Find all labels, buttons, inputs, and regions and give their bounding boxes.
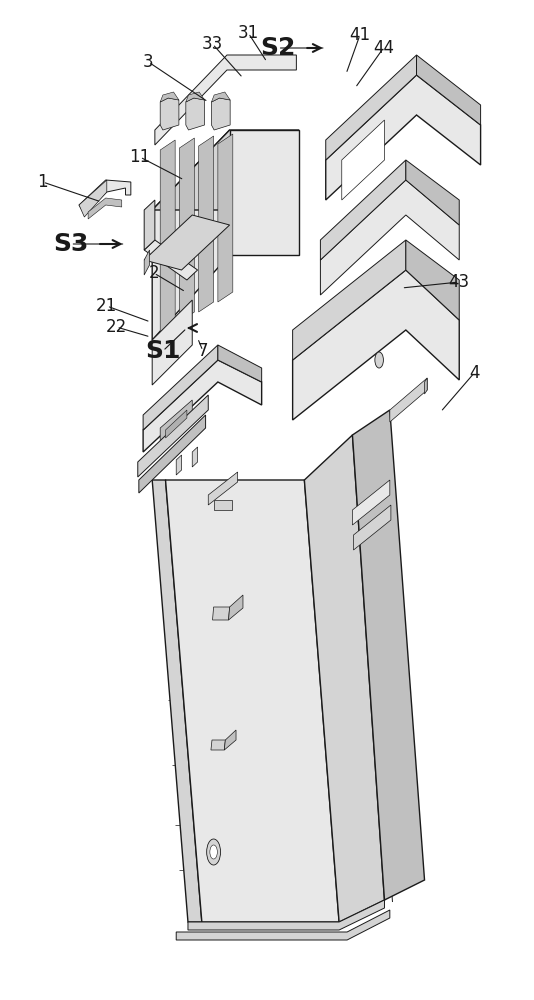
Text: 43: 43 [449,273,470,291]
Polygon shape [208,472,238,505]
Text: 41: 41 [349,26,371,44]
Polygon shape [144,215,230,270]
Polygon shape [406,160,459,225]
Polygon shape [352,480,390,525]
Circle shape [207,839,221,865]
Text: S1: S1 [145,339,180,363]
Polygon shape [160,140,175,332]
Text: 31: 31 [238,24,259,42]
Polygon shape [390,378,427,422]
Text: 11: 11 [129,148,151,166]
Text: S2: S2 [260,36,295,60]
Text: 4: 4 [469,364,480,382]
Polygon shape [160,92,179,102]
Circle shape [210,845,217,859]
Polygon shape [152,130,299,210]
Polygon shape [79,180,131,214]
Polygon shape [179,138,194,322]
Polygon shape [320,160,406,260]
Polygon shape [144,240,198,280]
Polygon shape [213,607,230,620]
Polygon shape [166,410,187,438]
Text: 44: 44 [373,39,394,57]
Polygon shape [188,900,384,930]
Polygon shape [143,360,262,452]
Polygon shape [425,378,427,394]
Polygon shape [152,130,230,340]
Text: S3: S3 [53,232,88,256]
Polygon shape [138,395,208,477]
Text: 33: 33 [202,35,223,53]
Polygon shape [214,500,232,510]
Text: 3: 3 [143,53,154,71]
Polygon shape [160,400,192,445]
Polygon shape [186,98,205,130]
Polygon shape [144,200,155,250]
Text: 7: 7 [198,342,208,360]
Polygon shape [192,447,198,467]
Polygon shape [293,270,459,420]
Circle shape [375,352,383,368]
Polygon shape [88,198,122,219]
Polygon shape [160,98,179,130]
Polygon shape [320,180,459,295]
Text: 1: 1 [37,173,48,191]
Text: 2: 2 [148,264,159,282]
Polygon shape [155,55,296,145]
Polygon shape [326,55,417,160]
Polygon shape [352,410,425,900]
Polygon shape [326,75,481,200]
Polygon shape [176,910,390,940]
Polygon shape [143,345,218,430]
Text: 22: 22 [106,318,127,336]
Polygon shape [229,595,243,620]
Polygon shape [354,505,391,550]
Polygon shape [199,136,214,312]
Polygon shape [211,98,230,130]
Polygon shape [166,480,339,922]
Polygon shape [176,455,182,475]
Polygon shape [152,300,192,385]
Polygon shape [406,240,459,320]
Polygon shape [218,134,233,302]
Polygon shape [211,92,230,102]
Polygon shape [417,55,481,125]
Polygon shape [139,415,206,493]
Polygon shape [342,120,384,200]
Polygon shape [79,180,107,217]
Text: 21: 21 [96,297,117,315]
Polygon shape [144,250,150,275]
Polygon shape [293,240,406,360]
Polygon shape [304,435,384,922]
Polygon shape [224,730,236,750]
Polygon shape [186,92,205,102]
Polygon shape [152,480,202,922]
Polygon shape [230,130,299,255]
Polygon shape [211,740,225,750]
Polygon shape [218,345,262,382]
